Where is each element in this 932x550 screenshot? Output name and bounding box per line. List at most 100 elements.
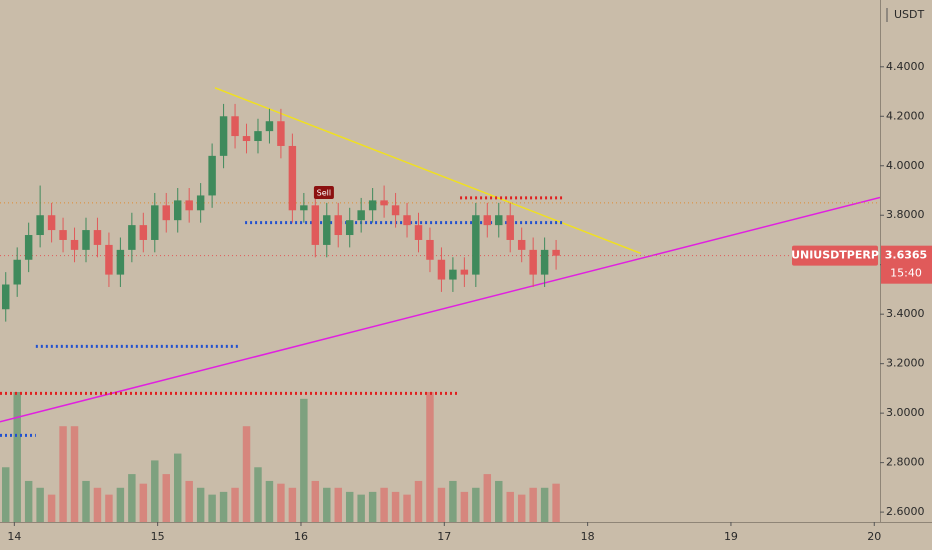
- candle-body: [185, 200, 193, 211]
- volume-bar: [483, 474, 492, 522]
- candle-body: [483, 215, 492, 226]
- candle-body: [495, 215, 503, 226]
- price-label: 3.6365: [885, 249, 927, 262]
- volume-bar: [128, 474, 136, 522]
- candle-body: [128, 225, 136, 250]
- candle-body: [173, 200, 182, 221]
- volume-bar: [277, 483, 285, 522]
- candle-body: [151, 205, 159, 240]
- volume-bar: [391, 491, 400, 522]
- volume-bar: [334, 487, 342, 522]
- volume-bar: [24, 480, 33, 522]
- candle-body: [540, 249, 549, 275]
- candle-body: [414, 225, 423, 240]
- volume-bar: [219, 491, 228, 522]
- currency-label: USDT: [894, 8, 925, 21]
- candle-body: [517, 239, 526, 250]
- candle-body: [265, 121, 274, 132]
- volume-bar: [426, 392, 434, 522]
- symbol-label: UNIUSDTPERP: [791, 249, 879, 262]
- volume-bar: [368, 491, 377, 522]
- volume-bar: [2, 467, 10, 522]
- candle-body: [300, 205, 308, 211]
- volume-bar: [13, 392, 21, 522]
- volume-bar: [265, 480, 274, 522]
- candle-body: [357, 210, 365, 221]
- candle-body: [380, 200, 388, 206]
- candle-body: [334, 215, 342, 236]
- candle-body: [345, 220, 354, 236]
- y-tick-label: 4.0000: [886, 159, 925, 172]
- candle-body: [552, 249, 560, 256]
- x-tick-label: 16: [294, 530, 308, 543]
- volume-bar: [472, 487, 480, 522]
- volume-bar: [495, 480, 503, 522]
- candle-body: [277, 121, 285, 146]
- candle-body: [116, 249, 125, 275]
- candle-body: [368, 200, 377, 211]
- candle-body: [472, 215, 480, 275]
- volume-bar: [70, 426, 79, 522]
- volume-bar: [506, 491, 514, 522]
- volume-bar: [311, 480, 320, 522]
- volume-bar: [345, 491, 354, 522]
- volume-bar: [36, 487, 44, 522]
- candle-body: [311, 205, 320, 245]
- plot-area: [0, 87, 880, 522]
- x-tick-label: 14: [7, 530, 21, 543]
- y-tick-label: 3.4000: [886, 307, 925, 320]
- candle-body: [460, 269, 469, 275]
- volume-bar: [139, 483, 148, 522]
- candle-body: [529, 249, 537, 275]
- volume-bar: [449, 480, 457, 522]
- volume-bar: [540, 487, 549, 522]
- candle-body: [242, 136, 251, 142]
- y-tick-label: 4.2000: [886, 109, 925, 122]
- candle-body: [82, 230, 90, 250]
- volume-bar: [173, 453, 182, 522]
- volume-bar: [254, 467, 262, 522]
- volume-bar: [323, 487, 331, 522]
- candle-body: [24, 235, 33, 260]
- volume-bar: [151, 460, 159, 522]
- volume-bar: [357, 494, 365, 522]
- candle-body: [391, 205, 400, 216]
- candle-body: [13, 259, 21, 285]
- x-tick-label: 17: [437, 530, 451, 543]
- x-tick-label: 20: [867, 530, 881, 543]
- symbol-box: [792, 245, 878, 266]
- volume-bar: [47, 494, 56, 522]
- candle-body: [437, 259, 446, 280]
- candle-body: [70, 239, 79, 250]
- candle-body: [403, 215, 411, 226]
- candle-body: [288, 145, 297, 211]
- candle-body: [219, 116, 228, 156]
- x-tick-label: 15: [151, 530, 165, 543]
- trend-line: [214, 87, 641, 255]
- countdown-label: 15:40: [890, 267, 922, 280]
- y-tick-label: 2.6000: [886, 505, 925, 518]
- candle-body: [139, 225, 148, 240]
- volume-bar: [162, 474, 170, 522]
- y-tick-label: 2.8000: [886, 456, 925, 469]
- candle-body: [105, 244, 113, 275]
- volume-bar: [93, 487, 102, 522]
- volume-bar: [403, 494, 411, 522]
- candle-body: [231, 116, 239, 137]
- candle-body: [162, 205, 170, 221]
- candle-body: [59, 230, 67, 240]
- candle-body: [323, 215, 331, 245]
- candle-body: [36, 215, 44, 236]
- volume-bar: [300, 398, 308, 522]
- volume-bar: [552, 483, 560, 522]
- volume-bar: [460, 491, 469, 522]
- y-tick-label: 4.4000: [886, 60, 925, 73]
- y-tick-label: 3.8000: [886, 208, 925, 221]
- candle-body: [449, 269, 457, 280]
- volume-bar: [242, 426, 251, 522]
- volume-bar: [196, 487, 205, 522]
- candle-body: [254, 131, 262, 142]
- volume-bar: [208, 494, 216, 522]
